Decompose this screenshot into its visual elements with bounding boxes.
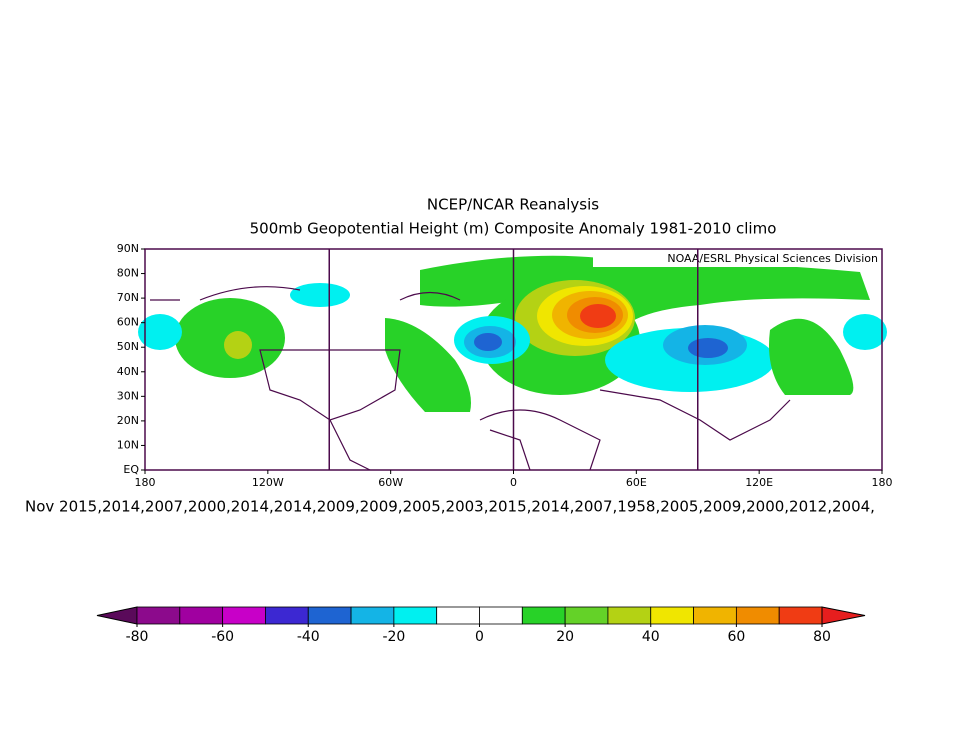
x-tick-label: 120W xyxy=(252,476,284,489)
colorbar: -80 -60 -40 -20 0 20 40 60 80 xyxy=(96,606,866,645)
y-tick-label: 40N xyxy=(117,365,139,378)
colorbar-box xyxy=(735,606,780,625)
colorbar-box xyxy=(350,606,395,625)
map-title: NCEP/NCAR Reanalysis xyxy=(427,196,599,214)
x-tick-label: 180 xyxy=(135,476,156,489)
colorbar-box xyxy=(778,606,823,625)
colorbar-label: -20 xyxy=(382,629,405,645)
colorbar-label: 20 xyxy=(556,629,574,645)
colorbar-label: 60 xyxy=(727,629,745,645)
colorbar-box xyxy=(607,606,652,625)
anomaly-field xyxy=(138,249,887,471)
y-tick-label: 50N xyxy=(117,340,139,353)
colorbar-box xyxy=(436,606,480,625)
colorbar-label: 0 xyxy=(475,629,484,645)
colorbar-label: -40 xyxy=(297,629,320,645)
colorbar-box xyxy=(179,606,224,625)
colorbar-label: -60 xyxy=(211,629,234,645)
colorbar-label: 40 xyxy=(642,629,660,645)
x-tick-label: 60W xyxy=(378,476,403,489)
y-tick-label: 80N xyxy=(117,267,139,280)
colorbar-box xyxy=(307,606,352,625)
x-tick-label: 0 xyxy=(510,476,517,489)
caption: Nov 2015,2014,2007,2000,2014,2014,2009,2… xyxy=(25,498,875,516)
y-tick-label: 90N xyxy=(117,242,139,255)
colorbar-box xyxy=(693,606,737,625)
credit: NOAA/ESRL Physical Sciences Division xyxy=(667,252,878,265)
colorbar-label: -80 xyxy=(126,629,149,645)
colorbar-box xyxy=(393,606,438,625)
map-subtitle: 500mb Geopotential Height (m) Composite … xyxy=(250,220,777,238)
colorbar-box xyxy=(650,606,694,625)
x-tick-label: 120E xyxy=(745,476,773,489)
x-tick-label: 60E xyxy=(626,476,647,489)
y-tick-label: 30N xyxy=(117,389,139,402)
y-tick-label: 60N xyxy=(117,316,139,329)
y-tick-label: 10N xyxy=(117,438,139,451)
y-tick-label: 70N xyxy=(117,291,139,304)
colorbar-box xyxy=(265,606,309,625)
colorbar-box xyxy=(564,606,609,625)
colorbar-box xyxy=(136,606,181,625)
colorbar-extension xyxy=(821,606,866,625)
x-tick-label: 180 xyxy=(872,476,893,489)
colorbar-box xyxy=(479,606,523,625)
colorbar-box xyxy=(222,606,266,625)
colorbar-box xyxy=(521,606,566,625)
colorbar-label: 80 xyxy=(813,629,831,645)
y-tick-label: 20N xyxy=(117,414,139,427)
y-tick-label: EQ xyxy=(123,463,139,476)
colorbar-extension xyxy=(96,606,138,625)
